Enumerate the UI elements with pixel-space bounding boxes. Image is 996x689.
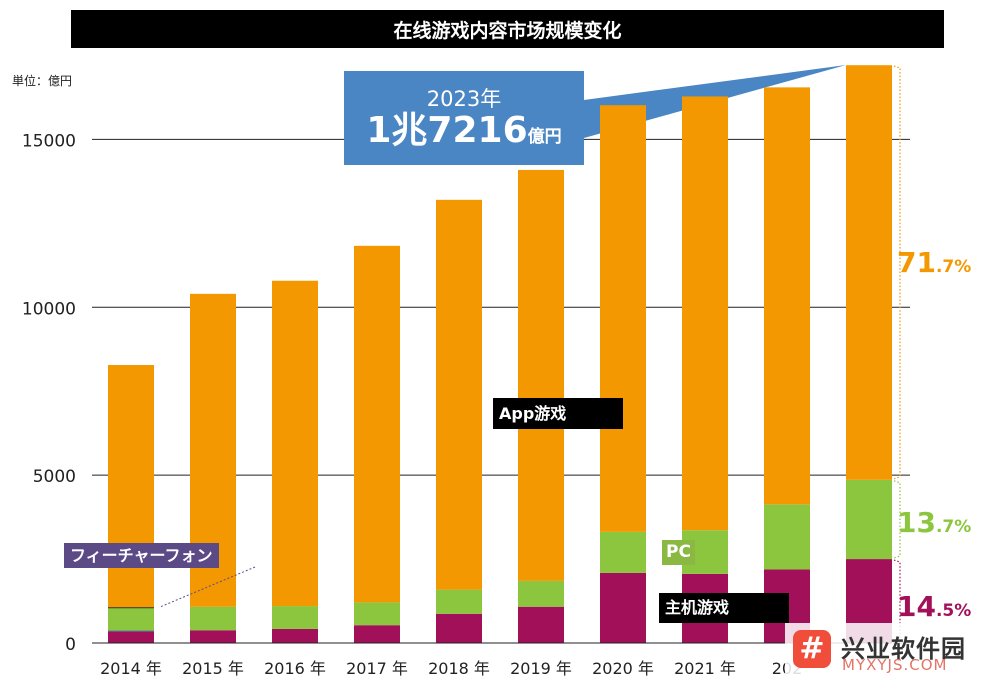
watermark-name: 兴业软件园 [841,635,966,663]
callout-value-number: 1兆7216 [366,110,528,151]
y-tick-label: 15000 [22,131,76,151]
bar-app-segment [108,365,154,608]
x-tick-label: 2021 年 [674,659,736,678]
bar-console-segment [518,606,564,643]
bar-pc-segment [354,602,400,626]
bar-pc-segment [272,606,318,629]
unit-label: 単位：億円 [12,74,73,88]
segment-label-console: 主机游戏 [659,593,789,623]
segment-label-feature-phone: フィーチャーフォン [64,543,219,568]
bar-pc-segment [436,589,482,614]
x-tick-label: 2020 年 [592,659,654,678]
bar-app-segment [436,199,482,590]
x-tick-label: 2017 年 [346,659,408,678]
bar-console-segment [600,572,646,643]
share-label-app: 71.7% [897,246,971,279]
share-label-console: 14.5% [897,590,971,623]
watermark-url: MYXYJS.COM [842,656,948,674]
bar-app-segment [518,169,564,581]
callout-year: 2023年 [426,87,502,111]
bar-app-segment [846,65,892,480]
bar-app-segment [272,280,318,607]
segment-label-pc: PC [662,540,695,565]
x-tick-label: 2019 年 [510,659,572,678]
share-con-dec: .5% [935,601,972,621]
total-callout: 2023年 1兆7216億円 [344,71,584,165]
bar-app-segment [682,96,728,531]
share-con-int: 14 [897,590,936,623]
bar-pc-segment [600,531,646,573]
x-tick-label: 2015 年 [182,659,244,678]
y-tick-label: 10000 [22,299,76,319]
y-tick-label: 0 [65,635,76,655]
bar-console-segment [354,625,400,643]
bar-console-segment [272,628,318,643]
bar-pc-segment [518,580,564,607]
x-tick-label: 2014 年 [100,659,162,678]
share-label-pc: 13.7% [897,506,971,539]
x-tick-label: 2018 年 [428,659,490,678]
chart-title: 在线游戏内容市场规模变化 [71,10,944,48]
watermark-hash-icon: # [793,630,831,668]
share-app-dec: .7% [935,257,972,277]
bar-pc-segment [108,607,154,631]
callout-value: 1兆7216億円 [344,111,584,157]
share-pc-dec: .7% [935,517,972,537]
y-tick-label: 5000 [33,467,76,487]
app-share-bracket [893,65,901,480]
watermark: # 兴业软件园 MYXYJS.COM [785,623,996,689]
share-app-int: 71 [897,246,936,279]
bar-pc-segment [846,479,892,560]
bar-app-segment [764,87,810,505]
bar-app-segment [600,105,646,532]
bar-pc-segment [190,606,236,631]
bar-app-segment [354,245,400,603]
bar-console-segment [436,613,482,643]
callout-value-unit: 億円 [527,127,562,147]
bar-console-segment [108,631,154,643]
share-pc-int: 13 [897,506,936,539]
feature-phone-leader [159,566,256,608]
bar-feature-phone-segment [108,630,154,632]
bar-console-segment [190,630,236,643]
pc-share-bracket [893,480,901,559]
x-tick-label: 2016 年 [264,659,326,678]
segment-label-app: App游戏 [493,398,623,429]
bar-pc-segment [764,504,810,570]
